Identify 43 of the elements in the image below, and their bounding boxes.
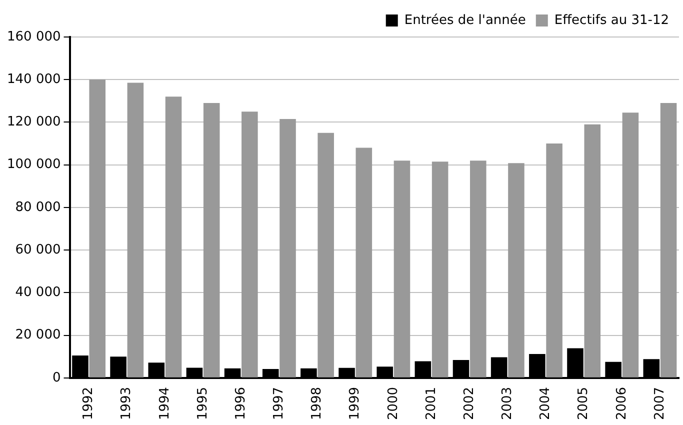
x-tick-label: 2002: [462, 386, 477, 420]
x-tick-label: 2004: [538, 386, 554, 420]
bar: [165, 96, 182, 378]
x-tick-label: 2003: [500, 386, 516, 420]
bar: [546, 144, 562, 378]
x-tick-label: 1997: [272, 386, 287, 420]
bar: [280, 119, 296, 378]
bar: [89, 80, 106, 378]
y-tick-label: 160 000: [6, 29, 61, 44]
x-tick-label: 1994: [157, 386, 172, 420]
y-tick-label: 100 000: [6, 157, 61, 172]
y-tick-label: 60 000: [15, 242, 61, 258]
bar: [622, 112, 639, 378]
y-tick-label: 0: [52, 370, 61, 386]
bar: [356, 148, 372, 378]
y-tick-label: 120 000: [6, 114, 61, 130]
legend-label: Entrées de l'année: [404, 12, 526, 28]
x-tick-label: 1996: [233, 386, 248, 420]
bar: [660, 103, 677, 378]
bar: [127, 82, 144, 378]
legend-label: Effectifs au 31-12: [554, 12, 670, 28]
x-tick-label: 2000: [386, 386, 401, 420]
x-tick-label: 1993: [119, 386, 134, 420]
bar: [584, 124, 601, 378]
bar: [394, 160, 410, 378]
bar: [318, 132, 334, 378]
bar: [508, 163, 524, 378]
bar: [203, 103, 220, 378]
x-tick-label: 2007: [652, 386, 668, 420]
bar: [432, 162, 448, 378]
y-tick-label: 140 000: [6, 72, 61, 87]
x-tick-label: 2005: [576, 386, 592, 420]
x-tick-label: 2006: [614, 386, 630, 420]
x-tick-label: 2001: [424, 386, 439, 420]
y-tick-label: 80 000: [15, 200, 61, 215]
x-tick-label: 1999: [348, 386, 363, 420]
x-tick-label: 1992: [81, 386, 96, 420]
bar: [242, 112, 258, 378]
x-tick-label: 1995: [195, 386, 210, 420]
y-tick-label: 20 000: [15, 328, 61, 343]
x-tick-label: 1998: [310, 386, 325, 420]
y-tick-label: 40 000: [15, 285, 61, 300]
bar: [470, 160, 486, 378]
